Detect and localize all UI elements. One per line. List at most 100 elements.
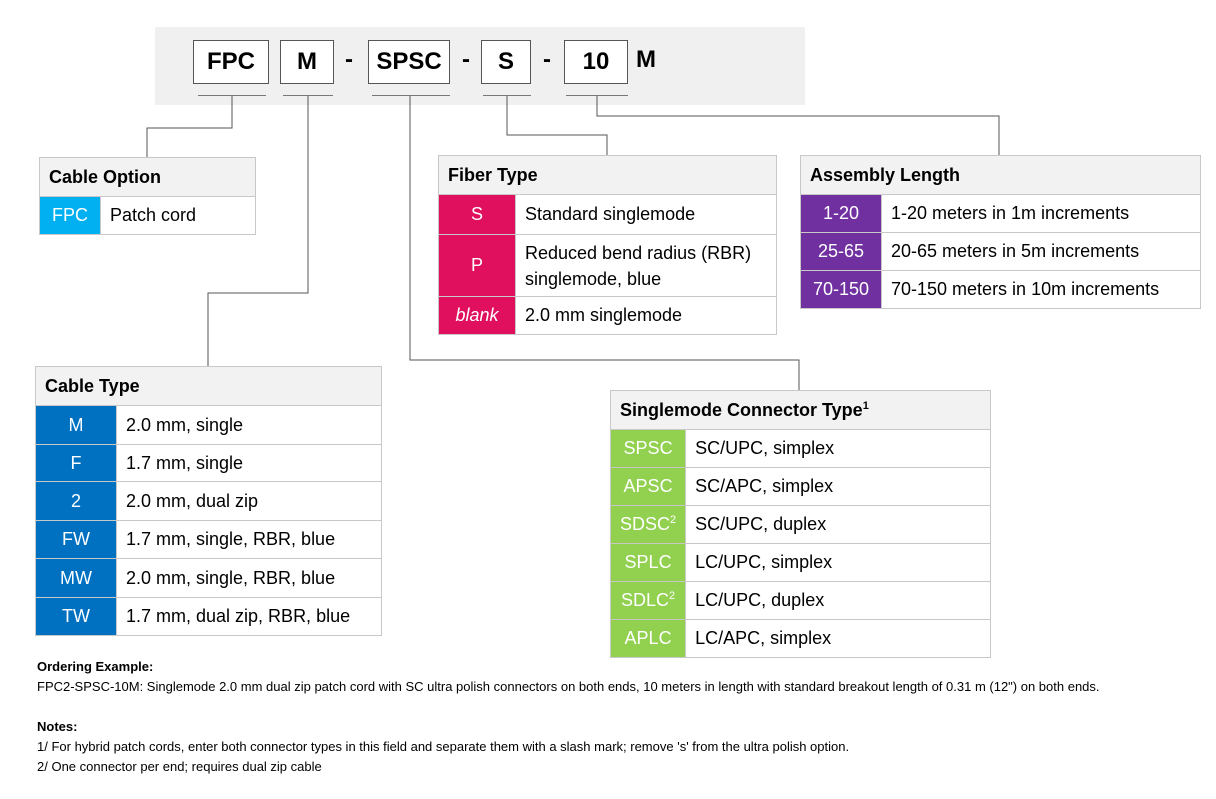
table-row: SDSC2 SC/UPC, duplex — [609, 505, 991, 544]
pn-segment-fiber-type: S — [481, 40, 531, 84]
connector-line-cable-type — [207, 96, 309, 366]
connector-type-title: Singlemode Connector Type1 — [610, 390, 991, 430]
connector-code-text: APLC — [624, 628, 672, 648]
connector-code-text: SDSC — [620, 514, 671, 534]
pn-underline — [283, 95, 333, 96]
pn-suffix: M — [636, 46, 656, 73]
connector-code: APLC — [609, 619, 687, 658]
cable-option-desc: Patch cord — [100, 196, 256, 235]
connector-code-footnote: 2 — [670, 514, 677, 526]
ordering-example: Ordering Example: FPC2-SPSC-10M: Singlem… — [37, 657, 1207, 697]
fiber-type-code: P — [438, 234, 516, 297]
pn-underline — [483, 95, 531, 96]
cable-type-desc: 2.0 mm, single, RBR, blue — [116, 558, 382, 598]
pn-segment-cable-option: FPC — [193, 40, 269, 84]
connector-line-cable-option — [146, 96, 233, 157]
cable-type-desc: 2.0 mm, dual zip — [116, 481, 382, 521]
table-row: F 1.7 mm, single — [35, 444, 382, 482]
cable-type-code: M — [35, 405, 117, 445]
note-item: 1/ For hybrid patch cords, enter both co… — [37, 739, 850, 754]
cable-option-code: FPC — [39, 196, 101, 235]
cable-type-desc: 2.0 mm, single — [116, 405, 382, 445]
notes-heading: Notes: — [37, 719, 78, 734]
table-row: APLC LC/APC, simplex — [609, 619, 991, 658]
cable-type-code: TW — [35, 597, 117, 636]
connector-line-connector-type — [409, 96, 800, 390]
note-item: 2/ One connector per end; requires dual … — [37, 759, 322, 774]
pn-underline — [566, 95, 628, 96]
table-row: FW 1.7 mm, single, RBR, blue — [35, 520, 382, 559]
fiber-type-code: blank — [438, 296, 516, 335]
table-row: SDLC2 LC/UPC, duplex — [609, 581, 991, 620]
pn-separator: - — [345, 46, 353, 73]
cable-option-title: Cable Option — [39, 157, 256, 197]
connector-code: SDLC2 — [609, 581, 687, 620]
connector-code: SPSC — [609, 429, 687, 468]
connector-desc: SC/UPC, duplex — [685, 505, 991, 544]
fiber-type-title: Fiber Type — [438, 155, 777, 195]
connector-code-text: SPLC — [624, 552, 672, 572]
connector-code-text: SDLC — [621, 590, 670, 610]
cable-type-table: Cable Type M 2.0 mm, single F 1.7 mm, si… — [35, 366, 382, 636]
cable-type-code: 2 — [35, 481, 117, 521]
assembly-length-desc: 20-65 meters in 5m increments — [881, 232, 1201, 271]
table-row: 1-20 1-20 meters in 1m increments — [800, 194, 1201, 233]
table-row: blank 2.0 mm singlemode — [438, 296, 777, 335]
pn-segment-connector: SPSC — [368, 40, 450, 84]
cable-type-code: FW — [35, 520, 117, 559]
ordering-example-heading: Ordering Example: — [37, 659, 154, 674]
pn-underline — [372, 95, 450, 96]
cable-option-table: Cable Option FPC Patch cord — [39, 157, 256, 235]
assembly-length-code: 1-20 — [800, 194, 882, 233]
ordering-example-text: FPC2-SPSC-10M: Singlemode 2.0 mm dual zi… — [37, 679, 1100, 694]
connector-code: SPLC — [609, 543, 687, 582]
fiber-type-desc: 2.0 mm singlemode — [515, 296, 777, 335]
cable-type-desc: 1.7 mm, dual zip, RBR, blue — [116, 597, 382, 636]
cable-type-desc: 1.7 mm, single — [116, 444, 382, 482]
cable-type-desc: 1.7 mm, single, RBR, blue — [116, 520, 382, 559]
cable-type-title: Cable Type — [35, 366, 382, 406]
table-row: FPC Patch cord — [39, 196, 256, 235]
assembly-length-table: Assembly Length 1-20 1-20 meters in 1m i… — [800, 155, 1201, 309]
connector-type-title-footnote: 1 — [862, 399, 869, 412]
connector-code-footnote: 2 — [669, 590, 676, 602]
connector-code-text: SPSC — [623, 438, 673, 458]
pn-separator: - — [543, 46, 551, 73]
notes: Notes: 1/ For hybrid patch cords, enter … — [37, 717, 1207, 777]
table-row: P Reduced bend radius (RBR) singlemode, … — [438, 234, 777, 297]
assembly-length-title: Assembly Length — [800, 155, 1201, 195]
pn-segment-length: 10 — [564, 40, 628, 84]
assembly-length-desc: 1-20 meters in 1m increments — [881, 194, 1201, 233]
fiber-type-desc: Standard singlemode — [515, 194, 777, 235]
table-row: MW 2.0 mm, single, RBR, blue — [35, 558, 382, 598]
table-row: SPSC SC/UPC, simplex — [609, 429, 991, 468]
table-row: 25-65 20-65 meters in 5m increments — [800, 232, 1201, 271]
table-row: SPLC LC/UPC, simplex — [609, 543, 991, 582]
cable-type-code: MW — [35, 558, 117, 598]
connector-desc: LC/UPC, duplex — [685, 581, 991, 620]
assembly-length-code: 70-150 — [800, 270, 882, 309]
table-row: TW 1.7 mm, dual zip, RBR, blue — [35, 597, 382, 636]
assembly-length-code: 25-65 — [800, 232, 882, 271]
connector-desc: SC/UPC, simplex — [685, 429, 991, 468]
pn-underline — [198, 95, 266, 96]
fiber-type-table: Fiber Type S Standard singlemode P Reduc… — [438, 155, 777, 335]
connector-line-assembly-length — [596, 96, 1000, 155]
fiber-type-code: S — [438, 194, 516, 235]
assembly-length-desc: 70-150 meters in 10m increments — [881, 270, 1201, 309]
connector-desc: LC/UPC, simplex — [685, 543, 991, 582]
table-row: 70-150 70-150 meters in 10m increments — [800, 270, 1201, 309]
cable-type-code: F — [35, 444, 117, 482]
connector-desc: SC/APC, simplex — [685, 467, 991, 506]
pn-separator: - — [462, 46, 470, 73]
fiber-type-desc: Reduced bend radius (RBR) singlemode, bl… — [515, 234, 777, 297]
connector-type-table: Singlemode Connector Type1 SPSC SC/UPC, … — [609, 390, 991, 658]
connector-code-text: APSC — [623, 476, 673, 496]
pn-segment-cable-type: M — [280, 40, 334, 84]
table-row: S Standard singlemode — [438, 194, 777, 235]
connector-code: SDSC2 — [609, 505, 687, 544]
connector-type-title-text: Singlemode Connector Type — [620, 399, 863, 420]
table-row: APSC SC/APC, simplex — [609, 467, 991, 506]
connector-code: APSC — [609, 467, 687, 506]
